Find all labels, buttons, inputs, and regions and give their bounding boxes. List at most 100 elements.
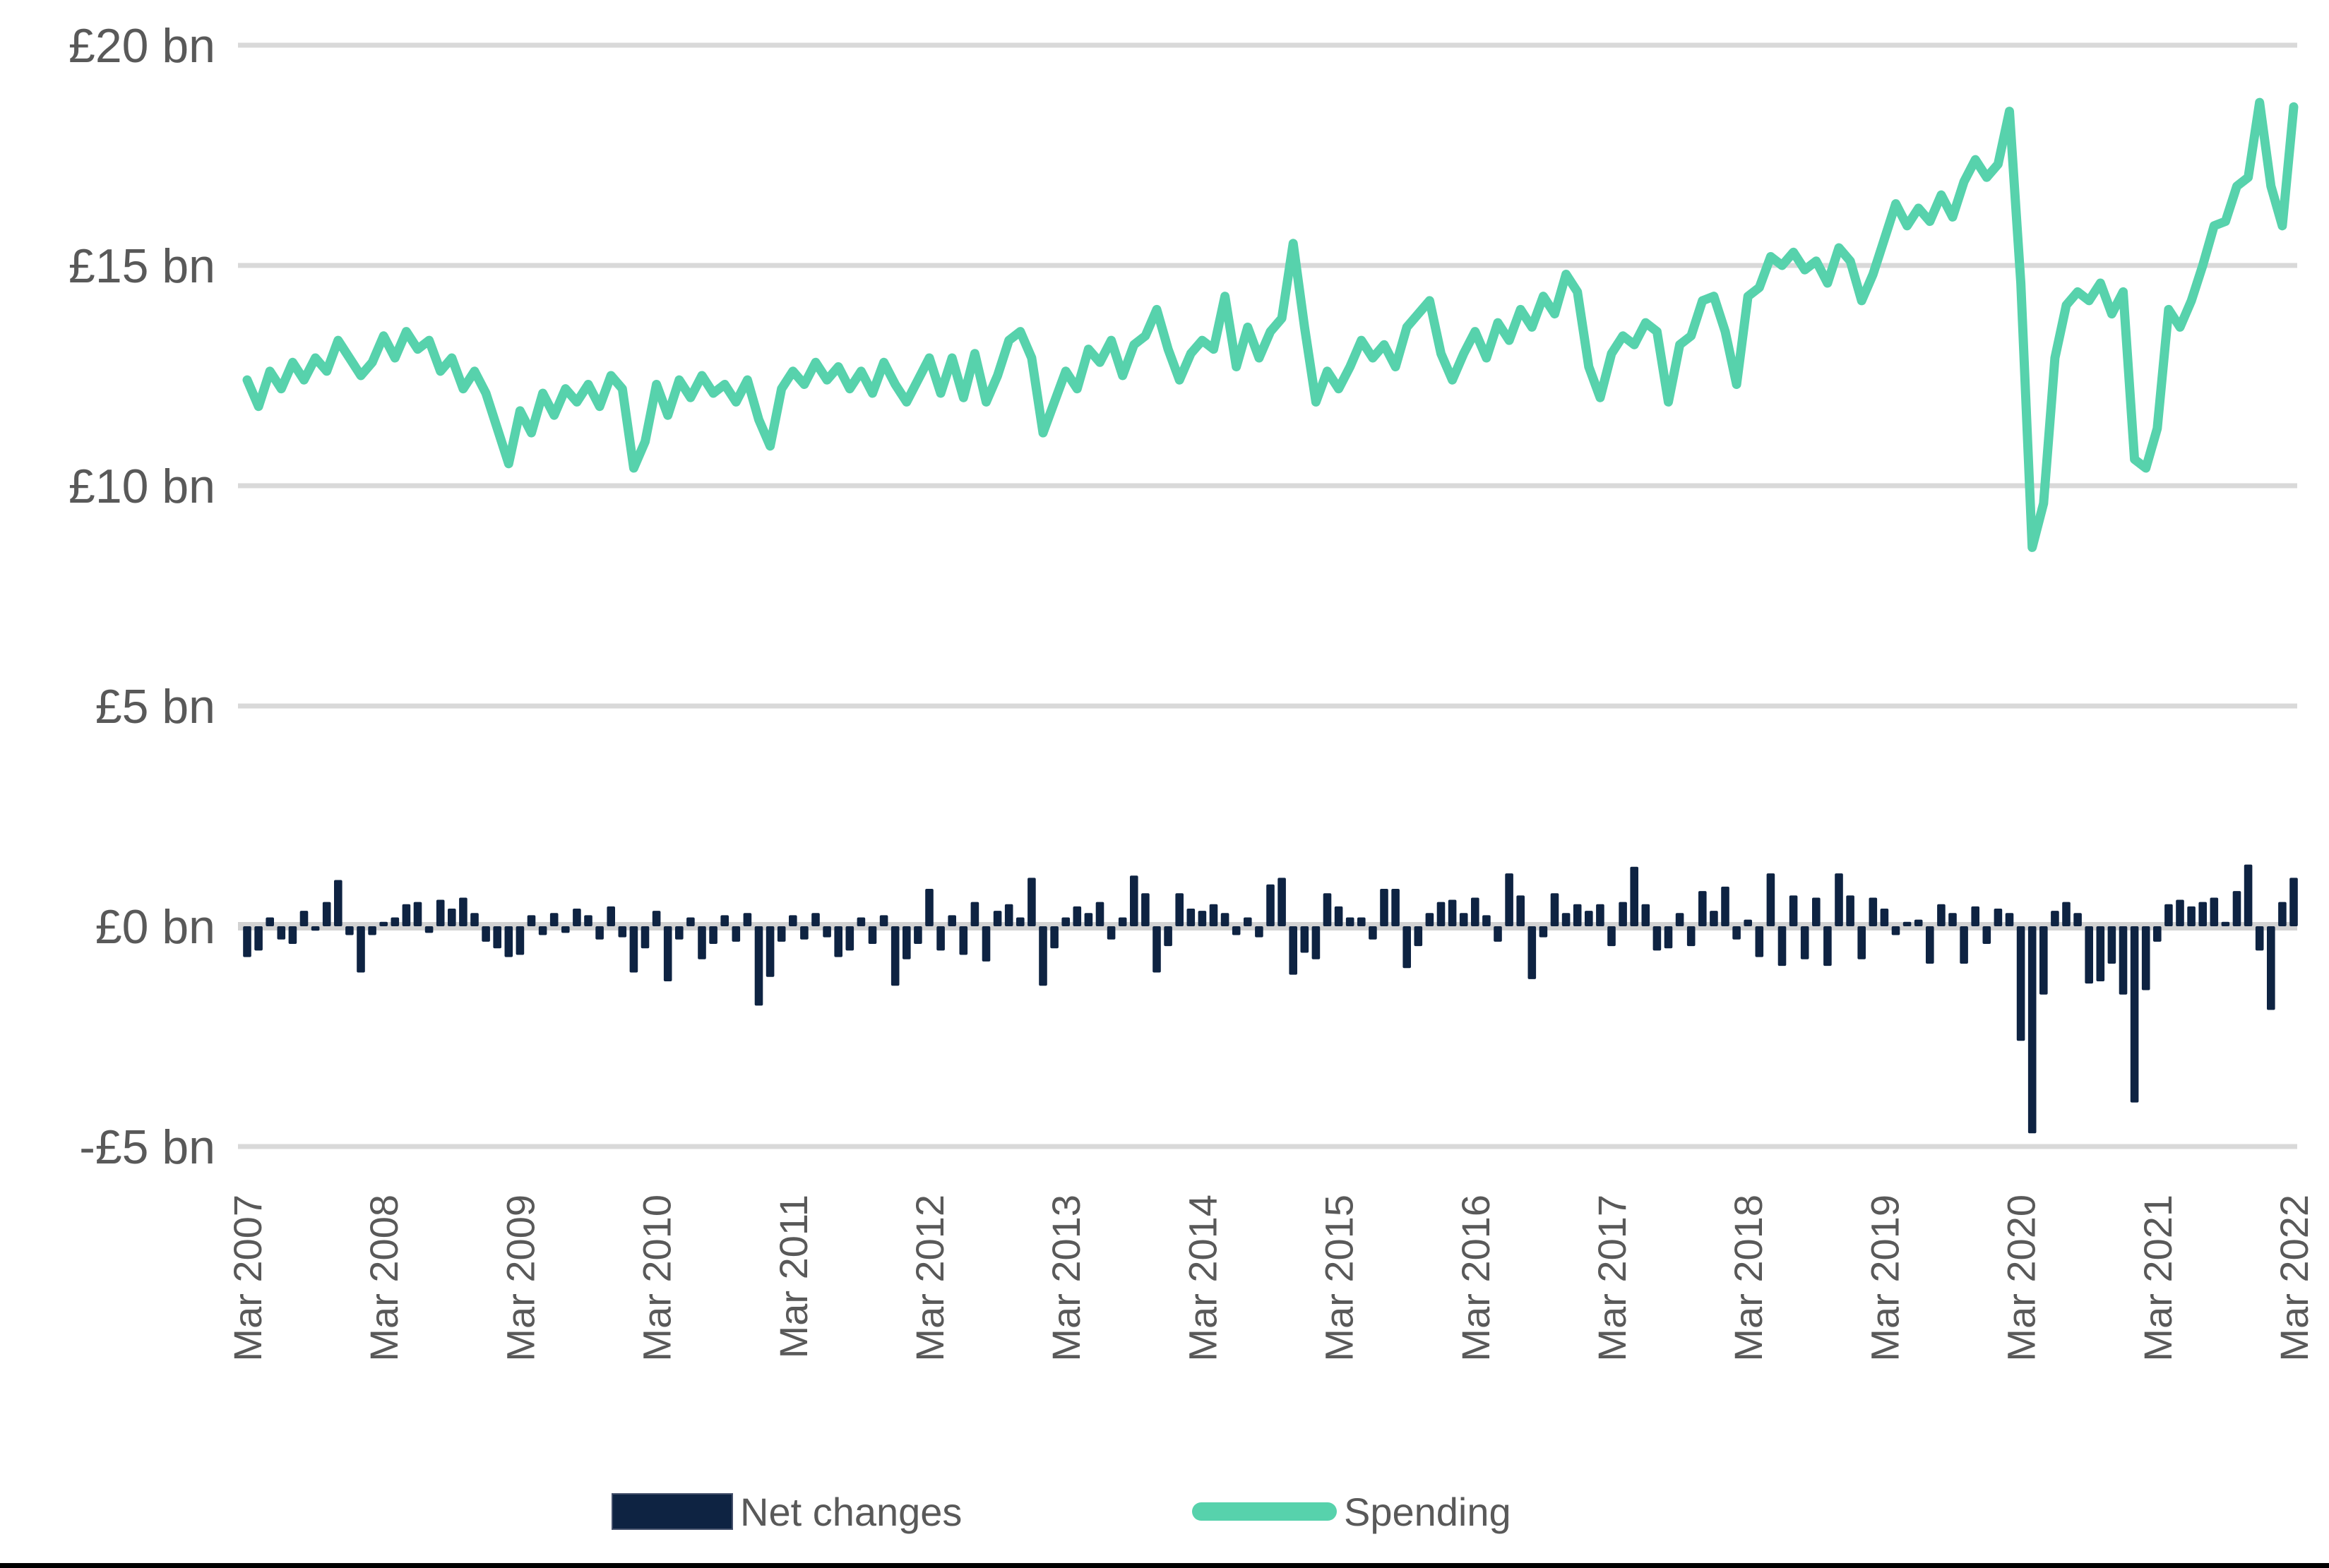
net-changes-bar	[993, 911, 1002, 926]
net-changes-bar	[1152, 926, 1161, 973]
net-changes-bar	[2107, 926, 2116, 964]
net-changes-bar	[391, 917, 400, 926]
net-changes-bar	[482, 926, 490, 942]
net-changes-bar	[1926, 926, 1934, 964]
net-changes-bar	[1585, 911, 1593, 926]
net-changes-bar	[1902, 921, 1912, 926]
legend-net-changes-label: Net changes	[740, 1489, 963, 1534]
net-changes-bar	[243, 926, 251, 957]
net-changes-bar	[936, 926, 945, 951]
net-changes-bar	[1686, 926, 1696, 947]
net-changes-bar	[1527, 926, 1537, 979]
net-changes-bar	[2176, 899, 2184, 926]
net-changes-bar	[413, 902, 422, 926]
net-changes-bar	[2221, 921, 2230, 926]
x-axis-label: Mar 2014	[1180, 1195, 1225, 1362]
net-changes-bar	[1084, 913, 1093, 926]
net-changes-bar	[1641, 904, 1650, 926]
x-axis-label: Mar 2008	[362, 1195, 406, 1362]
net-changes-bar	[1789, 895, 1798, 926]
spending-swatch-icon	[1192, 1502, 1337, 1521]
net-changes-bar	[1402, 926, 1411, 969]
net-changes-bar	[1471, 897, 1479, 926]
net-changes-bar	[2062, 902, 2071, 926]
net-changes-bar	[1357, 917, 1366, 926]
net-changes-bar	[698, 926, 706, 959]
net-changes-bar	[618, 926, 627, 938]
x-axis-label: Mar 2018	[1726, 1195, 1770, 1362]
net-changes-bar	[1857, 926, 1866, 959]
legend-item-net-changes: Net changes	[612, 1480, 962, 1543]
x-axis-label: Mar 2022	[2272, 1195, 2316, 1362]
net-changes-bar	[1914, 919, 1923, 926]
net-changes-bar	[1369, 926, 1377, 940]
net-changes-bar	[2073, 913, 2082, 926]
net-changes-bar	[925, 888, 934, 926]
net-changes-bar	[2255, 926, 2264, 951]
net-changes-bar	[549, 913, 559, 926]
net-changes-bar	[1266, 884, 1275, 926]
net-changes-bar	[890, 926, 900, 986]
net-changes-bar	[1937, 904, 1946, 926]
net-changes-bar	[1698, 891, 1707, 926]
net-changes-bar	[1994, 909, 2003, 926]
net-changes-bar	[607, 906, 615, 926]
net-changes-bar	[1561, 913, 1571, 926]
net-changes-bar	[1573, 904, 1582, 926]
x-axis-label: Mar 2015	[1317, 1195, 1362, 1362]
net-changes-bar	[1766, 873, 1775, 926]
y-axis-label: £20 bn	[68, 19, 215, 73]
net-changes-bar	[1494, 926, 1502, 942]
net-changes-bar	[1255, 926, 1263, 938]
net-changes-bar	[1118, 917, 1127, 926]
net-changes-bar	[1323, 893, 1332, 926]
chart-legend: Net changes Spending	[0, 1480, 2329, 1543]
net-changes-bar	[1846, 895, 1854, 926]
net-changes-bar	[1198, 911, 1207, 926]
net-changes-bar	[1596, 904, 1604, 926]
net-changes-bar	[322, 902, 331, 926]
net-changes-bar	[573, 909, 581, 926]
x-axis-label: Mar 2019	[1862, 1195, 1907, 1362]
net-changes-bar	[2267, 926, 2275, 1010]
net-changes-bar	[2141, 926, 2150, 991]
net-changes-bar	[288, 926, 297, 944]
net-changes-bar	[1345, 917, 1354, 926]
x-axis-label: Mar 2007	[225, 1195, 270, 1362]
net-changes-bar	[277, 926, 286, 940]
x-axis-label: Mar 2011	[771, 1195, 816, 1358]
net-changes-bar	[1630, 866, 1638, 926]
x-axis-label: Mar 2020	[1999, 1195, 2044, 1362]
net-changes-bar	[903, 926, 911, 959]
net-changes-bar	[1073, 906, 1082, 926]
net-changes-bar	[1652, 926, 1662, 951]
net-changes-bar	[868, 926, 877, 944]
net-changes-bar	[2051, 911, 2059, 926]
net-changes-bar	[743, 913, 752, 926]
net-changes-bar	[2187, 906, 2196, 926]
net-changes-bar	[345, 926, 354, 935]
net-changes-bar	[879, 915, 888, 926]
net-changes-bar	[1732, 926, 1741, 940]
net-changes-bar	[459, 897, 467, 926]
net-changes-bar	[1220, 913, 1229, 926]
net-changes-bar	[1016, 917, 1025, 926]
net-changes-swatch-icon	[612, 1493, 733, 1530]
net-changes-bar	[754, 926, 763, 1006]
net-changes-bar	[493, 926, 501, 949]
net-changes-bar	[266, 917, 274, 926]
net-changes-bar	[1880, 909, 1889, 926]
net-changes-bar	[652, 911, 661, 926]
net-changes-bar	[2130, 926, 2139, 1103]
net-changes-bar	[1050, 926, 1059, 949]
net-changes-bar	[1948, 913, 1957, 926]
net-changes-bar	[1130, 875, 1138, 926]
net-changes-bar	[1175, 893, 1184, 926]
net-changes-bar	[2244, 864, 2253, 926]
net-changes-bar	[629, 926, 638, 973]
net-changes-bar	[1334, 906, 1343, 926]
net-changes-bar	[1755, 926, 1764, 957]
net-changes-bar	[1448, 899, 1457, 926]
net-changes-bar	[732, 926, 741, 942]
